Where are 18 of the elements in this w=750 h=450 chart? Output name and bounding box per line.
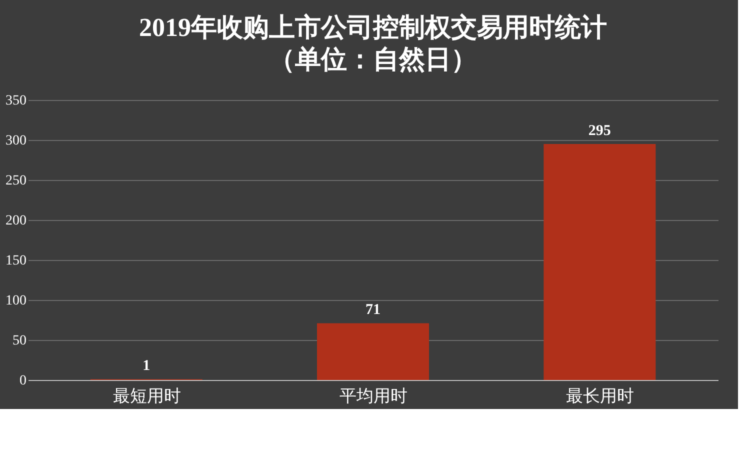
- y-tick-label: 350: [6, 94, 26, 108]
- bar: [317, 323, 429, 380]
- data-label: 71: [366, 302, 380, 318]
- y-tick-label: 200: [6, 214, 26, 228]
- y-tick-label: 250: [6, 174, 26, 188]
- x-tick-label: 最长用时: [566, 386, 634, 406]
- data-label: 1: [142, 358, 150, 374]
- y-tick-label: 0: [20, 374, 26, 388]
- y-tick-label: 150: [6, 254, 26, 268]
- x-tick-label: 平均用时: [340, 386, 408, 406]
- bar: [544, 144, 656, 380]
- y-tick-label: 300: [6, 134, 26, 148]
- y-tick-label: 100: [6, 294, 26, 308]
- chart-subtitle: （单位：自然日）: [269, 45, 477, 74]
- data-label: 295: [588, 123, 611, 139]
- chart-title: 2019年收购上市公司控制权交易用时统计: [139, 13, 607, 42]
- y-tick-label: 50: [12, 334, 26, 348]
- x-tick-label: 最短用时: [112, 386, 181, 406]
